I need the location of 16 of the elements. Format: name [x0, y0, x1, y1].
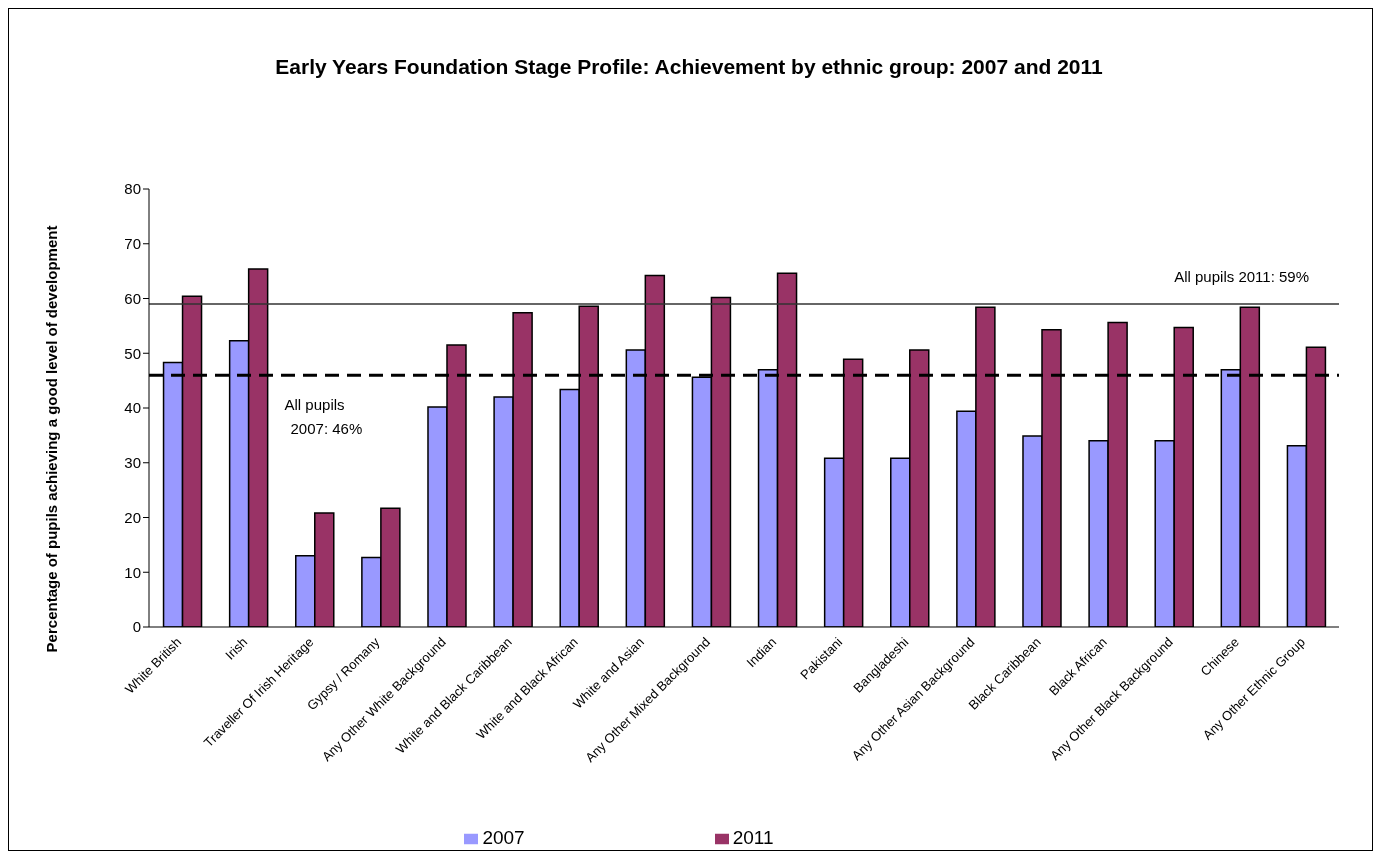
- y-tick-label: 50: [124, 344, 141, 362]
- y-tick-label: 60: [124, 289, 141, 307]
- chart-title: Early Years Foundation Stage Profile: Achievement by ethnic group: 2007 and 2011: [274, 54, 1104, 80]
- y-tick-label: 70: [124, 235, 141, 253]
- y-tick-label: 80: [124, 180, 141, 198]
- y-tick-label: 0: [132, 618, 141, 636]
- legend-label: 2007: [482, 827, 525, 848]
- x-tick-label: Irish: [222, 634, 251, 663]
- ref-line-label: All pupils 2011: 59%: [1174, 267, 1309, 285]
- y-tick-label: 10: [124, 563, 141, 581]
- y-axis-title: Percentage of pupils achieving a good level of development: [42, 225, 60, 653]
- y-tick-label: 30: [124, 454, 141, 472]
- ref-line-label: All pupils 2007: 46%: [284, 396, 363, 438]
- y-tick-label: 20: [124, 508, 141, 526]
- legend-label: 2011: [732, 827, 774, 848]
- y-tick-label: 40: [124, 399, 141, 417]
